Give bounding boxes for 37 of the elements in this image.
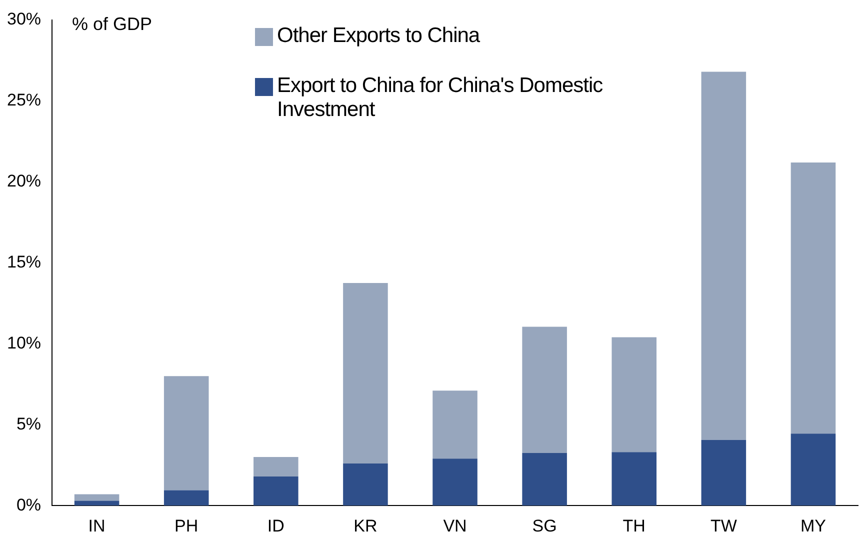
bar bbox=[701, 440, 746, 506]
y-tick-label: 0% bbox=[16, 495, 42, 514]
bar bbox=[254, 476, 298, 506]
legend-label: Other Exports to China bbox=[277, 24, 480, 48]
y-tick-label: 25% bbox=[6, 90, 42, 110]
bar bbox=[343, 464, 388, 506]
bar bbox=[701, 72, 746, 440]
bar bbox=[790, 434, 836, 506]
bar bbox=[74, 494, 120, 501]
y-tick-label: 5% bbox=[16, 414, 42, 434]
bar bbox=[343, 283, 388, 464]
x-tick-label: ID bbox=[267, 516, 284, 536]
bar bbox=[432, 458, 478, 506]
bar bbox=[522, 326, 567, 453]
bar bbox=[612, 337, 657, 452]
y-axis-title: % of GDP bbox=[72, 14, 152, 35]
x-tick-label: IN bbox=[88, 516, 106, 536]
bar bbox=[522, 452, 567, 506]
bar bbox=[164, 490, 209, 506]
bar bbox=[432, 390, 478, 459]
bar bbox=[74, 500, 120, 506]
x-tick-label: SG bbox=[532, 516, 557, 536]
bar bbox=[790, 162, 836, 434]
y-tick-label: 30% bbox=[6, 10, 42, 29]
bar bbox=[254, 457, 298, 476]
x-tick-label: VN bbox=[443, 516, 467, 536]
bar bbox=[164, 376, 209, 490]
bar bbox=[612, 452, 657, 506]
x-tick-label: TH bbox=[622, 516, 646, 536]
y-tick-label: 15% bbox=[6, 252, 42, 272]
x-tick-label: PH bbox=[174, 516, 198, 536]
y-tick-label: 10% bbox=[6, 333, 42, 352]
y-tick-label: 20% bbox=[6, 172, 42, 191]
legend-label: Export to China for China's Domestic Investment bbox=[277, 74, 604, 122]
x-tick-label: MY bbox=[800, 516, 826, 536]
x-tick-label: TW bbox=[710, 516, 737, 536]
x-tick-label: KR bbox=[354, 516, 378, 536]
